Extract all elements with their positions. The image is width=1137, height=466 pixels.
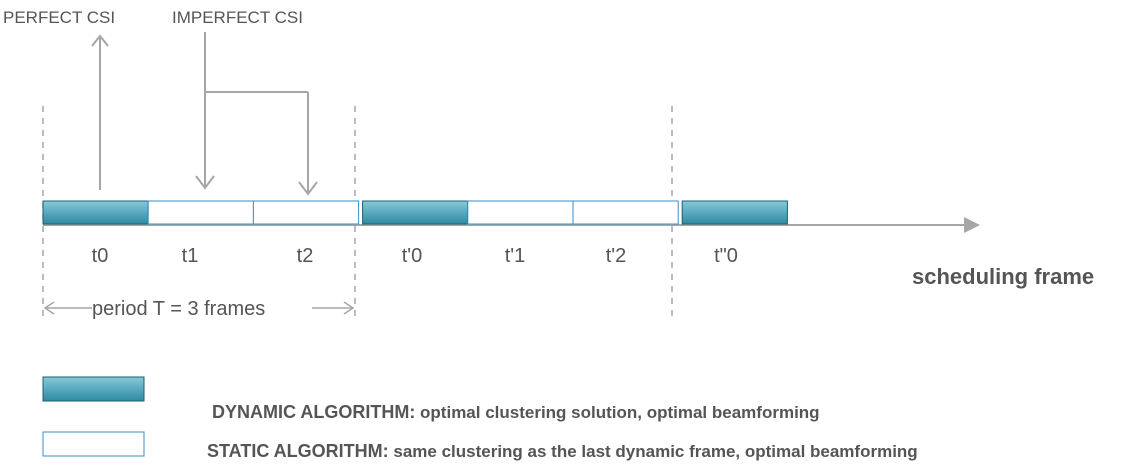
time-axis (43, 217, 980, 233)
perfect-csi-arrow (91, 34, 109, 190)
frame-labels: t0 t1 t2 t'0 t'1 t'2 t"0 (92, 245, 738, 267)
perfect-csi-label: PERFECT CSI (3, 8, 115, 27)
static-frame-block (252, 200, 360, 225)
legend: DYNAMIC ALGORITHM: optimal clustering so… (42, 376, 918, 461)
legend-dynamic-title: DYNAMIC ALGORITHM: (212, 402, 415, 422)
frame-blocks (42, 200, 788, 225)
imperfect-csi-arrows (195, 32, 318, 196)
frame-label: t2 (297, 245, 314, 267)
frame-label: t0 (92, 245, 109, 267)
frame-label: t'2 (606, 245, 627, 267)
period-label: period T = 3 frames (92, 298, 265, 320)
imperfect-csi-label: IMPERFECT CSI (172, 8, 303, 27)
frame-label: t'1 (505, 245, 526, 267)
legend-static-text: STATIC ALGORITHM: same clustering as the… (207, 441, 918, 461)
static-frame-block (572, 200, 679, 225)
frame-label: t'0 (402, 245, 423, 267)
axis-label: scheduling frame (912, 264, 1094, 289)
frame-label: t"0 (714, 245, 738, 267)
legend-dynamic-description: optimal clustering solution, optimal bea… (415, 403, 819, 422)
legend-dynamic-swatch (42, 376, 145, 402)
legend-static-swatch (42, 431, 145, 457)
dynamic-frame-block (681, 200, 788, 225)
legend-dynamic-text: DYNAMIC ALGORITHM: optimal clustering so… (212, 402, 820, 422)
legend-static-description: same clustering as the last dynamic fram… (389, 442, 918, 461)
period-arrow (43, 301, 355, 315)
dynamic-frame-block (362, 200, 469, 225)
static-frame-block (467, 200, 574, 225)
dynamic-frame-block (42, 200, 149, 225)
frame-label: t1 (182, 245, 199, 267)
legend-static-title: STATIC ALGORITHM: (207, 441, 389, 461)
static-frame-block (147, 200, 254, 225)
